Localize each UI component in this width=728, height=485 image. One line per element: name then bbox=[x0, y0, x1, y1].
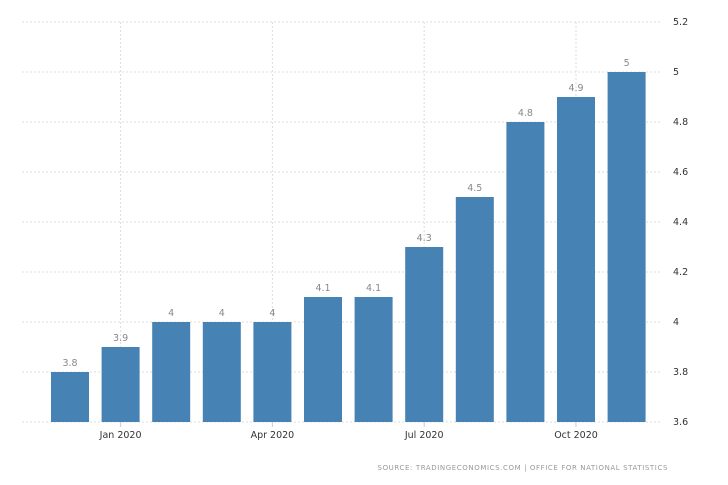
data-label: 4.3 bbox=[417, 233, 432, 244]
data-label: 4.1 bbox=[315, 283, 330, 294]
data-label: 4.1 bbox=[366, 283, 381, 294]
y-tick-label: 4 bbox=[673, 317, 679, 328]
data-label: 4 bbox=[219, 308, 225, 319]
x-tick-label: Apr 2020 bbox=[251, 430, 295, 441]
bar bbox=[152, 322, 191, 422]
bar bbox=[506, 122, 545, 422]
data-label: 4.9 bbox=[568, 83, 583, 94]
bar bbox=[405, 247, 444, 422]
data-label: 4.5 bbox=[467, 183, 482, 194]
y-tick-label: 3.8 bbox=[673, 367, 688, 378]
bar bbox=[455, 197, 494, 422]
bar bbox=[101, 347, 140, 422]
data-label: 4 bbox=[168, 308, 174, 319]
data-label: 3.9 bbox=[113, 333, 128, 344]
data-label: 5 bbox=[624, 58, 630, 69]
data-label: 4.8 bbox=[518, 108, 533, 119]
bar bbox=[557, 97, 595, 422]
x-tick-label: Oct 2020 bbox=[554, 430, 598, 441]
y-tick-label: 5.2 bbox=[673, 17, 688, 28]
y-tick-label: 4.4 bbox=[673, 217, 688, 228]
y-tick-label: 5 bbox=[673, 67, 679, 78]
bar bbox=[202, 322, 241, 422]
x-tick-label: Jul 2020 bbox=[404, 430, 444, 441]
y-tick-label: 4.6 bbox=[673, 167, 688, 178]
y-tick-label: 4.2 bbox=[673, 267, 688, 278]
bar bbox=[304, 297, 342, 422]
y-tick-label: 4.8 bbox=[673, 117, 688, 128]
bar bbox=[51, 372, 89, 422]
data-label: 4 bbox=[269, 308, 275, 319]
y-tick-label: 3.6 bbox=[673, 417, 688, 428]
source-text: SOURCE: TRADINGECONOMICS.COM | OFFICE FO… bbox=[378, 464, 668, 472]
bar bbox=[253, 322, 292, 422]
bar bbox=[607, 72, 646, 422]
data-label: 3.8 bbox=[62, 358, 77, 369]
x-tick-label: Jan 2020 bbox=[99, 430, 142, 441]
bar bbox=[354, 297, 393, 422]
